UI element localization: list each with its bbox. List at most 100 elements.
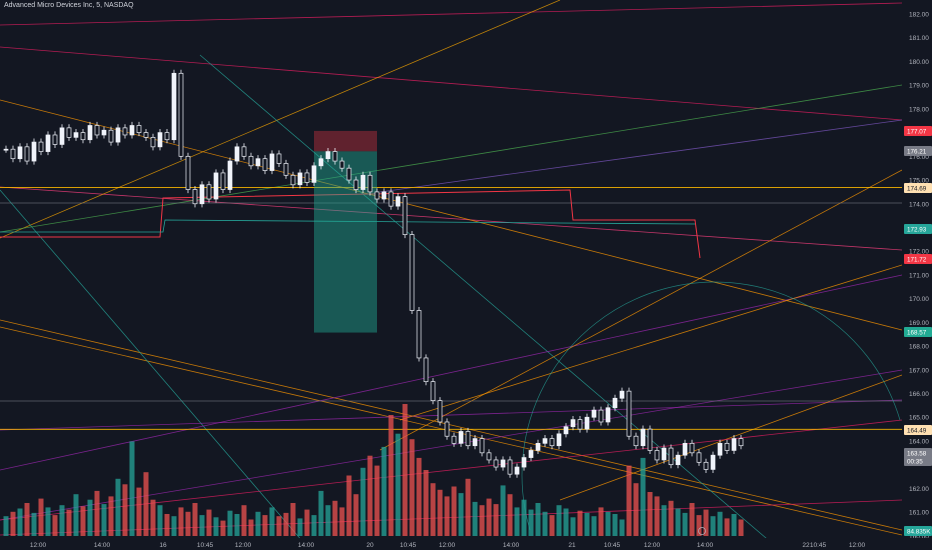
volume-bar [577, 510, 583, 536]
candles [3, 69, 744, 478]
volume-bar [465, 478, 471, 536]
candle-body [444, 421, 450, 437]
volume-bar [66, 509, 72, 536]
candle-body [374, 191, 380, 200]
candle-body [171, 72, 177, 141]
candle-body [227, 160, 233, 190]
price-badge [904, 146, 932, 156]
candle-body [38, 141, 44, 152]
stepped-line [0, 189, 701, 259]
price-tick-label: 170.00 [909, 296, 929, 303]
volume-bar [262, 515, 268, 536]
volume-bar [395, 433, 401, 536]
volume-bar [157, 505, 163, 536]
candle-body [346, 167, 352, 181]
candle-body [339, 160, 345, 169]
volume-bar [416, 457, 422, 536]
volume-bar [10, 511, 16, 536]
volume-bar [738, 519, 744, 536]
volume-bar [248, 519, 254, 536]
candle-body [276, 153, 282, 164]
volume-bar [80, 506, 86, 536]
volume-bar [325, 505, 331, 536]
candle-body [640, 428, 646, 447]
volume-bar [500, 485, 506, 536]
price-badge-label: 84.835K [907, 529, 931, 536]
candle-body [31, 141, 37, 162]
volume-bar [388, 415, 394, 536]
volume-bar [199, 515, 205, 536]
price-badge-label: 171.72 [907, 257, 927, 264]
trend-line [0, 369, 903, 521]
volume-bar [31, 512, 37, 536]
price-labels: 177.07 176.21 174.69 172.93 171.72 168.57 164.… [904, 126, 932, 536]
volume-bar [367, 455, 373, 536]
candle-body [738, 438, 744, 447]
price-badge-label: 168.57 [907, 330, 927, 337]
price-badge-label: 176.21 [907, 149, 927, 156]
candle-body [626, 390, 632, 437]
candle-body [423, 357, 429, 383]
candle-body [682, 442, 688, 456]
candle-body [10, 148, 16, 160]
candle-body [283, 163, 289, 176]
trend-line [0, 326, 903, 536]
candle-body [521, 457, 527, 468]
price-tick-label: 181.00 [909, 35, 929, 42]
volume-bar [402, 404, 408, 536]
volume-bar [409, 439, 415, 536]
volume-bar [164, 514, 170, 536]
time-tick-label: 12:00 [644, 542, 661, 549]
volume-bar [136, 487, 142, 536]
volume-bar [227, 510, 233, 536]
volume-bar [374, 465, 380, 536]
candle-body [59, 127, 65, 145]
trend-line [0, 2, 903, 26]
candle-body [717, 442, 723, 456]
volume-bar [640, 457, 646, 536]
candle-body [101, 129, 107, 136]
volume-bar [703, 509, 709, 536]
candle-body [234, 146, 240, 162]
volume-bar [472, 501, 478, 536]
candle-body [451, 435, 457, 444]
price-tick-label: 160.00 [909, 533, 929, 540]
price-badge [904, 224, 932, 234]
volume-bar [556, 505, 562, 536]
candle-body [115, 127, 121, 143]
price-axis[interactable]: 182.00 181.00 180.00 179.00 178.00 176.00 175.… [902, 0, 932, 550]
volume-bar [710, 516, 716, 536]
volume-bar [444, 496, 450, 536]
candle-body [192, 189, 198, 205]
time-tick-label: 21 [568, 542, 576, 549]
candle-body [150, 136, 156, 148]
arc-line [521, 281, 901, 531]
volume-bar [654, 496, 660, 536]
time-tick-label: 16 [159, 542, 167, 549]
price-tick-label: 182.00 [909, 12, 929, 19]
position-box[interactable] [314, 130, 377, 333]
volume-bar [346, 475, 352, 536]
volume-bar [171, 516, 177, 536]
volume-bar [626, 465, 632, 536]
volume-bar [479, 505, 485, 536]
time-axis[interactable]: 12:00 14:00 16 10:45 12:00 14:00 20 10:45 12:00 1… [0, 527, 932, 550]
time-tick-label: 20 [366, 542, 374, 549]
candle-body [668, 447, 674, 466]
candle-body [332, 151, 338, 162]
candle-body [528, 450, 534, 458]
time-tick-label: 14:00 [503, 542, 520, 549]
trend-line [559, 374, 903, 501]
stop-zone [314, 130, 377, 152]
volume-bar [724, 518, 730, 536]
price-tick-label: 164.00 [909, 438, 929, 445]
price-tick-label: 178.00 [909, 106, 929, 113]
candle-body [514, 466, 520, 475]
candle-body [430, 381, 436, 401]
volume-bar [108, 496, 114, 536]
candle-body [136, 125, 142, 133]
candle-body [290, 174, 296, 186]
volume-bar [206, 509, 212, 536]
trend-line [0, 419, 903, 521]
